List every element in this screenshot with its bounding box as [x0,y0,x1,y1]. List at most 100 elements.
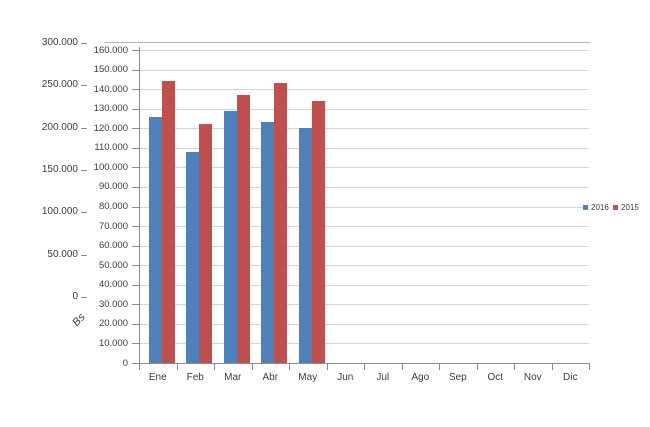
inner-axis-tick [132,265,139,267]
inner-axis-tick-label: 60.000 [98,240,128,252]
x-axis-label-abr: Abr [262,372,279,383]
outer-axis-tick-label: 50.000 [47,248,78,260]
inner-axis-tick [132,50,139,51]
gridline [140,128,589,130]
gridline [140,304,589,306]
gridline [140,167,589,169]
outer-axis-tick [81,43,87,44]
x-axis-tick [551,364,553,370]
x-axis-tick [214,364,215,370]
inner-axis-tick-label: 40.000 [98,279,128,291]
inner-axis-tick-label: 100.000 [93,161,128,173]
x-axis-tick [589,364,590,370]
bar-2015-abr [274,83,288,363]
inner-axis-tick-label: 110.000 [94,142,128,154]
gridline [140,147,589,149]
inner-axis-tick-label: 70.000 [98,220,128,232]
bar-2016-abr [261,122,275,363]
inner-axis-tick-label: 50.000 [98,259,128,271]
inner-axis-tick [132,69,139,71]
x-axis-label-nov: Nov [523,372,542,383]
gridline [140,265,589,267]
inner-axis-tick [132,343,139,345]
inner-axis-tick [132,147,139,149]
gridline [140,186,589,188]
outer-plot-top-border [104,42,590,43]
x-axis-tick [289,364,290,370]
outer-axis-tick [81,127,87,129]
x-axis-tick [401,364,403,370]
inner-axis-tick-label: 130.000 [93,103,128,115]
legend-label-2016: 2016 [591,203,609,212]
inner-axis-tick [132,89,139,91]
legend-entry-2016: 2016 [583,202,609,213]
x-axis-label-jun: Jun [337,372,354,383]
x-axis-tick [326,364,328,370]
x-axis-tick [514,364,515,370]
legend-swatch-2015 [613,205,618,210]
x-axis-label-ago: Ago [411,372,430,383]
x-axis-tick [176,364,178,370]
gridline [140,108,589,110]
inner-axis-tick-label: 120.000 [93,122,128,134]
inner-axis-tick-label: 10.000 [98,337,128,349]
inner-axis-tick [132,226,139,228]
outer-axis-tick [81,254,87,256]
x-axis-label-mar: Mar [224,372,242,383]
x-axis-label-feb: Feb [186,372,204,383]
inner-axis-tick [132,108,139,110]
gridline [140,323,589,325]
inner-axis-tick-label: 80.000 [98,201,128,212]
gridline [140,245,589,247]
outer-axis-tick [81,297,87,298]
x-axis-label-ene: Ene [148,372,167,383]
x-axis-tick [439,364,440,370]
x-axis-label-sep: Sep [448,372,467,383]
bar-2015-mar [236,94,250,363]
inner-axis-tick-label: 0 [122,357,128,369]
outer-axis-tick-label: 150.000 [41,164,78,175]
x-axis-label-dic: Dic [563,372,578,383]
inner-axis-tick [132,245,139,247]
bar-2015-ene [161,81,175,363]
outer-axis-tick-label: 300.000 [41,37,78,48]
inner-axis-tick [132,167,139,169]
bar-2015-feb [199,124,213,363]
x-axis-label-may: May [298,372,318,383]
gridline [140,206,589,208]
outer-axis-tick-label: 250.000 [41,79,78,91]
inner-axis-tick [132,206,139,208]
legend-swatch-2016 [583,205,588,210]
inner-axis-tick-label: 20.000 [98,318,128,330]
outer-axis-tick-label: 0 [72,291,78,302]
x-axis-tick [139,364,140,370]
outer-axis-tick-label: 100.000 [41,206,78,218]
x-axis-tick [251,364,253,370]
x-axis-tick [476,364,478,370]
gridline [140,50,589,51]
x-axis-label-jul: Jul [376,372,390,383]
bar-2016-mar [223,110,237,363]
inner-axis-tick [132,284,139,286]
inner-axis-tick-label: 140.000 [93,83,128,95]
inner-axis-tick [132,363,139,364]
inner-axis-tick [132,323,139,325]
gridline [140,226,589,228]
x-axis-label-oct: Oct [487,372,504,383]
outer-axis-tick-label: 200.000 [41,121,78,133]
gridline [140,69,589,71]
outer-axis-tick [81,212,87,214]
gridline [140,343,589,345]
outer-axis-tick [81,170,87,171]
outer-axis-tick [81,85,87,87]
inner-axis-tick-label: 30.000 [98,298,128,310]
legend-entry-2015: 2015 [613,202,639,213]
inner-axis-tick-label: 90.000 [98,181,128,193]
bar-2016-may [298,128,312,363]
bar-2015-may [311,100,325,363]
inner-axis-tick [132,304,139,306]
x-axis-tick [364,364,365,370]
x-axis-line [139,363,590,364]
bar-2016-feb [186,151,200,363]
